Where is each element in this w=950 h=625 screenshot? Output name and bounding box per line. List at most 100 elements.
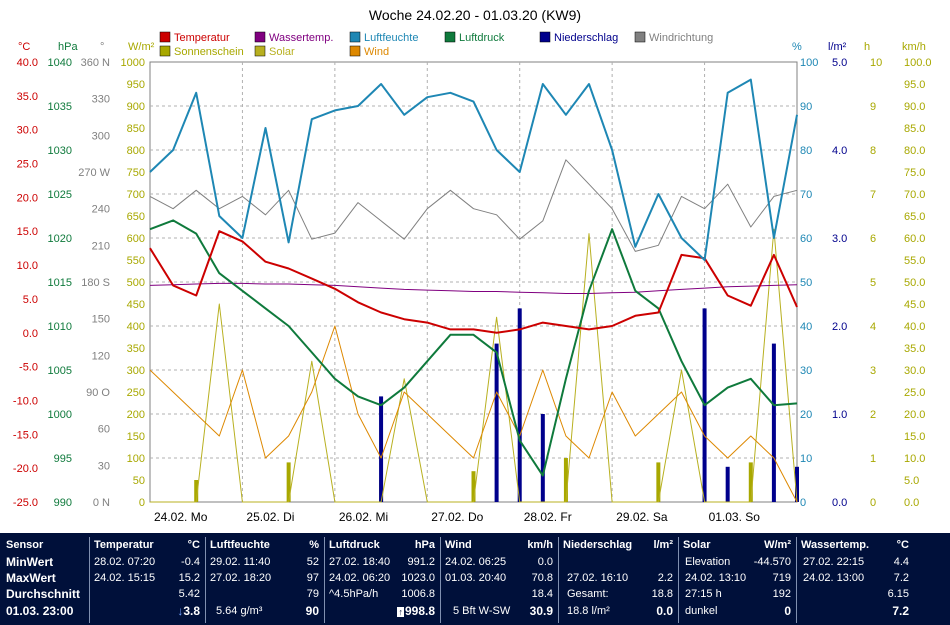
right-axis-tick: 50.0 bbox=[904, 277, 925, 289]
right-axis-tick: 55.0 bbox=[904, 255, 925, 267]
solar-max: 719 bbox=[772, 572, 791, 584]
sunshine-bar bbox=[471, 471, 476, 502]
right-axis-tick: 100.0 bbox=[904, 57, 932, 69]
left-axis-tick: 995 bbox=[54, 453, 72, 465]
right-axis-tick: 5.0 bbox=[904, 475, 919, 487]
sunshine-duration: 27:15 h bbox=[685, 588, 722, 600]
left-axis-tick: 1000 bbox=[121, 57, 145, 69]
left-axis-tick: 600 bbox=[127, 233, 145, 245]
right-axis-tick: 5.0 bbox=[832, 57, 847, 69]
legend-swatch bbox=[159, 45, 171, 57]
right-axis-tick: 10 bbox=[800, 453, 812, 465]
pressure-unit: hPa bbox=[414, 539, 435, 551]
wind-min-time: 24.02. 06:25 bbox=[445, 556, 507, 568]
legend-label: Temperatur bbox=[174, 32, 230, 44]
water-temp-max: 7.2 bbox=[893, 572, 909, 584]
right-axis-tick: 7 bbox=[870, 189, 876, 201]
left-axis-tick: 0.0 bbox=[23, 328, 38, 340]
precipitation-bar bbox=[517, 308, 522, 502]
precipitation-bar bbox=[795, 466, 799, 502]
humidity-absolute: 5.64 g/m³ bbox=[216, 605, 263, 617]
maxwert-label: MaxWert bbox=[6, 571, 56, 585]
legend-label: Luftfeuchte bbox=[364, 32, 418, 44]
left-axis-tick: 50 bbox=[133, 475, 145, 487]
right-axis-tick: 95.0 bbox=[904, 79, 925, 91]
right-axis-tick: 2.0 bbox=[832, 321, 847, 333]
sunshine-bar bbox=[194, 480, 199, 502]
left-axis-tick: 40.0 bbox=[17, 57, 38, 69]
series-line-wind-direction bbox=[149, 159, 798, 252]
precipitation-bar bbox=[771, 343, 776, 502]
right-axis-tick: 65.0 bbox=[904, 211, 925, 223]
humidity-min: 52 bbox=[306, 556, 319, 568]
temperature-max: 15.2 bbox=[178, 572, 200, 584]
right-axis-tick: 30.0 bbox=[904, 365, 925, 377]
left-axis-tick: -10.0 bbox=[13, 395, 38, 407]
wind-beaufort: 5 Bft W-SW bbox=[453, 605, 511, 617]
sunshine-bar bbox=[286, 462, 291, 502]
right-axis-tick: 4.0 bbox=[832, 145, 847, 157]
solar-current: 0 bbox=[784, 604, 791, 618]
legend-label: Wind bbox=[364, 46, 389, 58]
precipitation-max: 2.2 bbox=[657, 572, 673, 584]
left-axis-unit: W/m² bbox=[128, 41, 155, 53]
right-axis-tick: 25.0 bbox=[904, 387, 925, 399]
temperature-unit: °C bbox=[187, 539, 200, 551]
left-axis-tick: 180 S bbox=[81, 277, 110, 289]
sunshine-bar bbox=[656, 462, 661, 502]
left-axis-tick: -20.0 bbox=[13, 463, 38, 475]
left-axis-tick: 20.0 bbox=[17, 192, 38, 204]
left-axis-tick: 990 bbox=[54, 497, 72, 509]
precipitation-sum: 18.8 l/m² bbox=[567, 605, 610, 617]
pressure-trend: ^4.5hPa/h bbox=[329, 588, 379, 600]
trend-down-icon: ↓ bbox=[177, 604, 184, 618]
x-tick-label: 28.02. Fr bbox=[524, 510, 572, 524]
humidity-max-time: 27.02. 18:20 bbox=[210, 572, 272, 584]
legend-swatch bbox=[349, 45, 361, 57]
left-axis-tick: 1015 bbox=[48, 277, 72, 289]
series-line-solar bbox=[150, 228, 798, 503]
right-axis-tick: 100 bbox=[800, 57, 818, 69]
precipitation-total-label: Gesamt: bbox=[567, 588, 609, 600]
precipitation-bar bbox=[494, 343, 499, 502]
left-axis-tick: 1040 bbox=[48, 57, 72, 69]
temperature-current: ↓3.8 bbox=[177, 604, 200, 618]
precipitation-total: 18.8 bbox=[651, 588, 673, 600]
left-axis-tick: 0 N bbox=[93, 497, 110, 509]
x-tick-label: 26.02. Mi bbox=[339, 510, 388, 524]
left-axis-tick: 300 bbox=[92, 130, 110, 142]
precipitation-bar bbox=[379, 396, 384, 502]
legend-label: Niederschlag bbox=[554, 32, 618, 44]
temperature-header: Temperatur bbox=[94, 539, 154, 551]
temperature-column: Temperatur °C 28.02. 07:20 -0.4 24.02. 1… bbox=[89, 537, 204, 623]
left-axis-tick: 330 bbox=[92, 94, 110, 106]
left-axis-tick: -15.0 bbox=[13, 429, 38, 441]
left-axis-tick: 30 bbox=[98, 460, 110, 472]
legend-label: Solar bbox=[269, 46, 295, 58]
legend-swatch bbox=[539, 31, 551, 43]
wind-column: Wind km/h 24.02. 06:25 0.0 01.03. 20:40 … bbox=[440, 537, 557, 623]
right-axis-tick: 70.0 bbox=[904, 189, 925, 201]
right-axis-tick: 8 bbox=[870, 145, 876, 157]
left-axis-tick: 300 bbox=[127, 365, 145, 377]
x-tick-label: 27.02. Do bbox=[431, 510, 483, 524]
water-temp-header: Wassertemp. bbox=[801, 539, 870, 551]
series-line-humidity bbox=[149, 78, 798, 261]
pressure-header: Luftdruck bbox=[329, 539, 380, 551]
temperature-min: -0.4 bbox=[181, 556, 200, 568]
precipitation-header: Niederschlag bbox=[563, 539, 633, 551]
right-axis-tick: 90.0 bbox=[904, 101, 925, 113]
legend-swatch bbox=[159, 31, 171, 43]
legend-label: Sonnenschein bbox=[174, 46, 244, 58]
sensor-column: Sensor MinWert MaxWert Durchschnitt 01.0… bbox=[2, 537, 87, 623]
left-axis-tick: 900 bbox=[127, 101, 145, 113]
water-temp-min-time: 27.02. 22:15 bbox=[803, 556, 865, 568]
left-axis-tick: -5.0 bbox=[19, 362, 38, 374]
right-axis-unit: h bbox=[864, 41, 870, 53]
left-axis-tick: 250 bbox=[127, 387, 145, 399]
weather-chart: Woche 24.02.20 - 01.03.20 (KW9) 24.02. Mo… bbox=[13, 7, 932, 524]
water-temp-column: Wassertemp. °C 27.02. 22:15 4.4 24.02. 1… bbox=[796, 537, 913, 623]
water-temp-min: 4.4 bbox=[893, 556, 909, 568]
right-axis-unit: % bbox=[792, 41, 802, 53]
series-line-temperature bbox=[149, 230, 798, 334]
